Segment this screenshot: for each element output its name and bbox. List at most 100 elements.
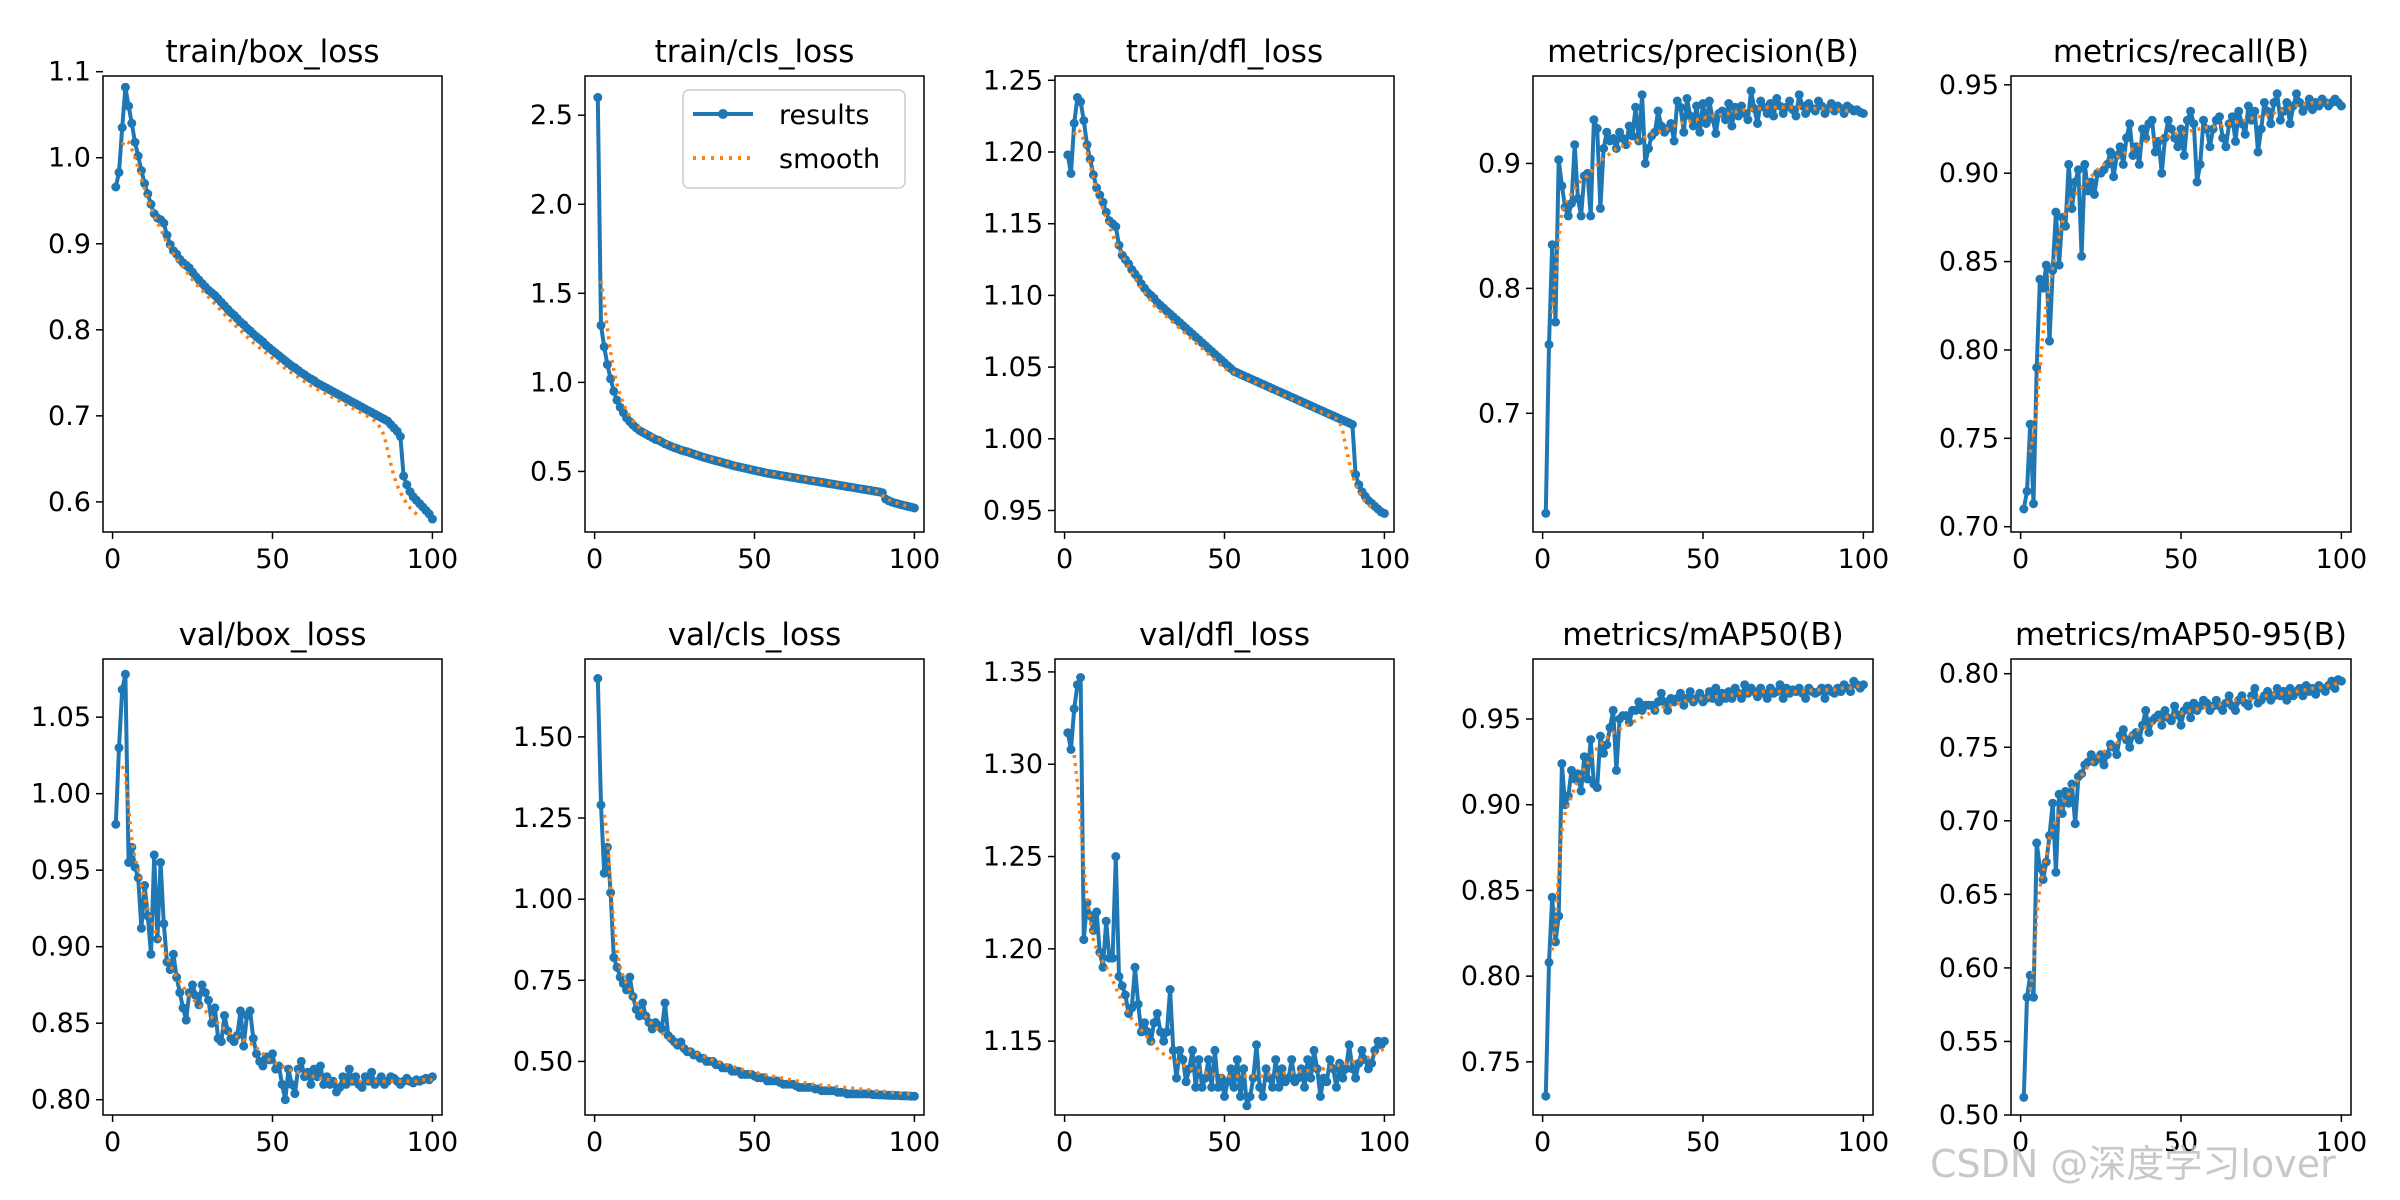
results-point [1213,1082,1223,1092]
y-tick-label: 0.90 [31,932,91,963]
y-tick-label: 1.00 [513,884,573,915]
results-point [660,998,670,1008]
results-point [2176,720,2186,730]
results-point [168,949,178,959]
results-point [1159,1036,1169,1046]
results-point [178,1003,188,1013]
results-point [210,1003,220,1013]
results-point [1695,688,1705,698]
results-point [1101,916,1111,926]
results-point [162,230,172,240]
results-point [1140,1018,1149,1028]
axes-frame [584,75,925,533]
y-tick-label: 0.9 [48,229,91,260]
results-point [1586,735,1596,745]
results-point [1679,127,1689,137]
results-point [194,1000,204,1010]
results-point [1737,693,1746,703]
results-point [216,1037,226,1047]
results-point [1088,170,1098,180]
panel-metrics-map50-b: metrics/mAP50(B) 0 50 100 0.75 0.80 0.85 0.90 0.… [1461,617,1889,1158]
results-point [1631,102,1641,112]
results-point [1184,1064,1194,1074]
results-point [2019,504,2029,514]
results-point [114,167,124,177]
results-point [1152,1009,1162,1018]
results-point [2263,106,2273,116]
results-point [2250,106,2260,116]
results-point [1544,340,1554,350]
y-tick-label: 1.5 [530,278,573,309]
results-point [1567,198,1576,208]
results-point [402,480,412,490]
results-point [1079,935,1089,945]
x-tick-label: 0 [104,544,121,575]
results-point [1379,508,1389,518]
results-point [319,1079,329,1089]
results-point [1541,508,1551,518]
results-point [2109,172,2119,182]
results-point [2186,713,2196,723]
results-point [609,953,619,963]
results-point [1347,1064,1357,1074]
y-tick-label: 0.50 [513,1046,573,1077]
results-point [2064,159,2074,169]
results-point [1117,981,1127,991]
results-point [149,850,159,860]
plot-area [593,92,919,513]
y-tick-label: 0.60 [1939,953,1999,984]
results-point [1098,962,1108,972]
panel-title: metrics/recall(B) [2053,34,2309,70]
x-tick-label: 0 [1534,544,1551,575]
results-point [1801,109,1811,118]
results-point [1563,211,1573,221]
results-point [2032,363,2042,373]
results-point [2275,115,2285,125]
results-point [427,1072,437,1082]
results-point [207,1018,217,1028]
results-point [1708,114,1718,123]
y-tick-label: 0.90 [1461,790,1521,821]
results-point [1287,1055,1297,1065]
results-point [156,858,166,867]
results-point [1858,109,1868,118]
results-point [1589,115,1599,125]
results-point [2237,691,2247,701]
y-tick-label: 0.95 [1461,704,1521,735]
results-point [117,685,127,695]
smooth-line [1550,684,1864,951]
results-point [1592,783,1602,793]
results-point [1810,106,1820,116]
results-point [2073,165,2083,175]
axes-frame [2010,75,2352,533]
results-point [2336,676,2346,686]
results-point [1092,907,1102,917]
results-point [1653,106,1663,116]
plot-area [1063,93,1389,518]
x-tick-label: 50 [2164,1127,2198,1158]
results-point [1200,1073,1210,1083]
results-point [2150,147,2160,157]
results-point [1344,1040,1354,1050]
results-point [117,123,127,133]
results-point [1108,953,1118,963]
results-point [1146,1036,1156,1046]
results-point [593,92,603,102]
results-point [2311,689,2321,699]
results-point [909,1091,919,1101]
x-tick-label: 100 [1838,544,1890,575]
results-point [2195,159,2205,169]
results-point [1791,111,1801,121]
results-point [1351,1073,1361,1083]
y-tick-label: 0.80 [1461,961,1521,992]
results-point [2048,265,2058,275]
results-point [1210,1045,1220,1055]
results-point [124,101,134,111]
results-point [1300,1082,1309,1092]
results-point [2253,147,2263,157]
axes-frame [1054,75,1395,533]
results-point [2259,98,2269,107]
results-point [143,911,153,921]
results-point [2256,124,2266,134]
